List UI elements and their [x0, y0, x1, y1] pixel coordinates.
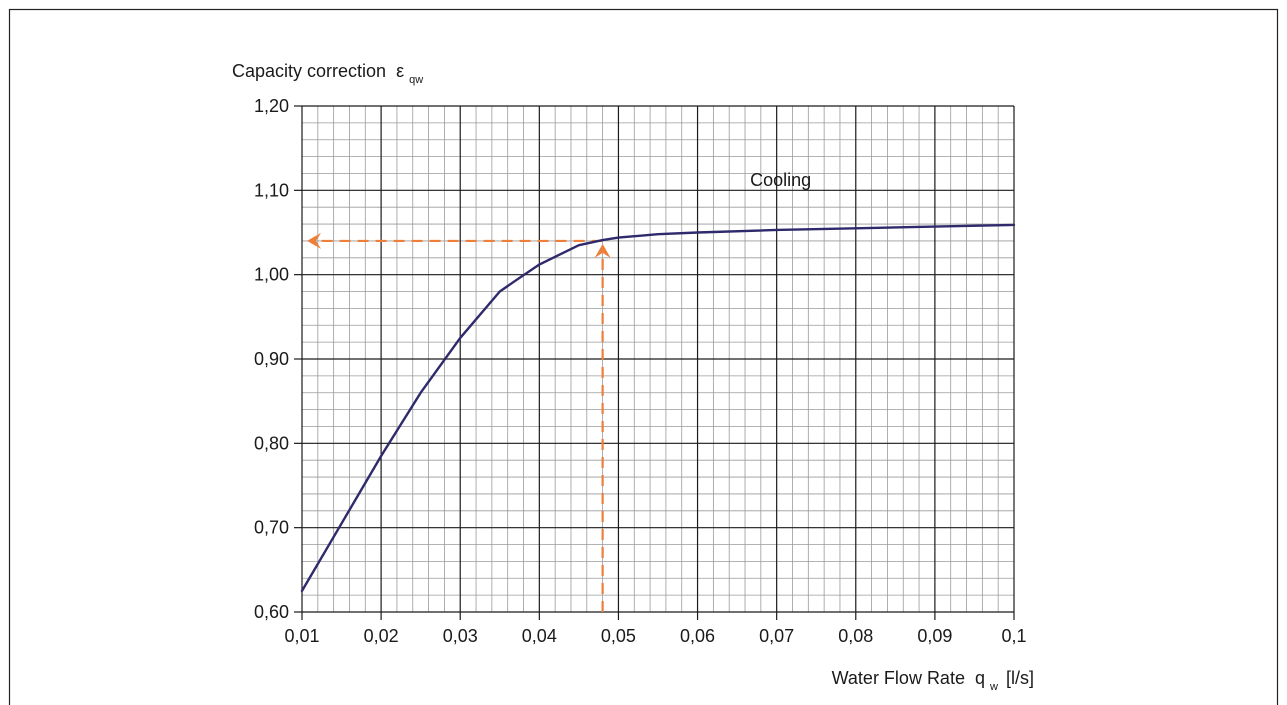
- x-axis-title-subscript: w: [989, 681, 998, 693]
- x-axis-title: Water Flow Rate q w [l/s]: [832, 668, 1034, 694]
- series-label-cooling: Cooling: [750, 170, 811, 190]
- y-tick-label: 0,80: [254, 433, 289, 453]
- major-grid: [294, 105, 1015, 620]
- x-axis-title-symbol: q: [975, 668, 985, 688]
- x-tick-label: 0,04: [522, 626, 557, 646]
- y-tick-label: 0,60: [254, 602, 289, 622]
- annotation-up-arrowhead: [594, 243, 611, 258]
- y-tick-label: 1,20: [254, 96, 289, 116]
- x-tick-label: 0,07: [759, 626, 794, 646]
- x-tick-label: 0,06: [680, 626, 715, 646]
- series-line-cooling: [300, 223, 1016, 593]
- x-axis-title-text: Water Flow Rate: [832, 668, 965, 688]
- series-group: [300, 223, 1016, 593]
- annotation-left-arrowhead: [307, 232, 321, 249]
- y-axis-title-symbol: ε: [396, 61, 404, 81]
- y-tick-label: 0,70: [254, 518, 289, 538]
- x-tick-label: 0,1: [1001, 626, 1026, 646]
- y-axis-title-text: Capacity correction: [232, 61, 386, 81]
- x-tick-label: 0,05: [601, 626, 636, 646]
- x-tick-label: 0,02: [364, 626, 399, 646]
- x-tick-label: 0,09: [917, 626, 952, 646]
- x-tick-label: 0,03: [443, 626, 478, 646]
- y-axis-title: Capacity correction ε qw: [232, 61, 423, 86]
- x-tick-label: 0,01: [284, 626, 319, 646]
- y-tick-labels: 0,60 0,70 0,80 0,90 1,00 1,10 1,20: [254, 96, 289, 622]
- y-tick-label: 0,90: [254, 349, 289, 369]
- x-tick-label: 0,08: [838, 626, 873, 646]
- outer-border: [8, 8, 1279, 705]
- y-axis-title-subscript: qw: [409, 74, 423, 86]
- x-axis-title-unit: [l/s]: [1006, 668, 1034, 688]
- reading-annotation: [307, 232, 611, 612]
- x-tick-labels: 0,01 0,02 0,03 0,04 0,05 0,06 0,07 0,08 0,09 0,1: [284, 626, 1026, 646]
- y-tick-label: 1,10: [254, 180, 289, 200]
- y-tick-label: 1,00: [254, 265, 289, 285]
